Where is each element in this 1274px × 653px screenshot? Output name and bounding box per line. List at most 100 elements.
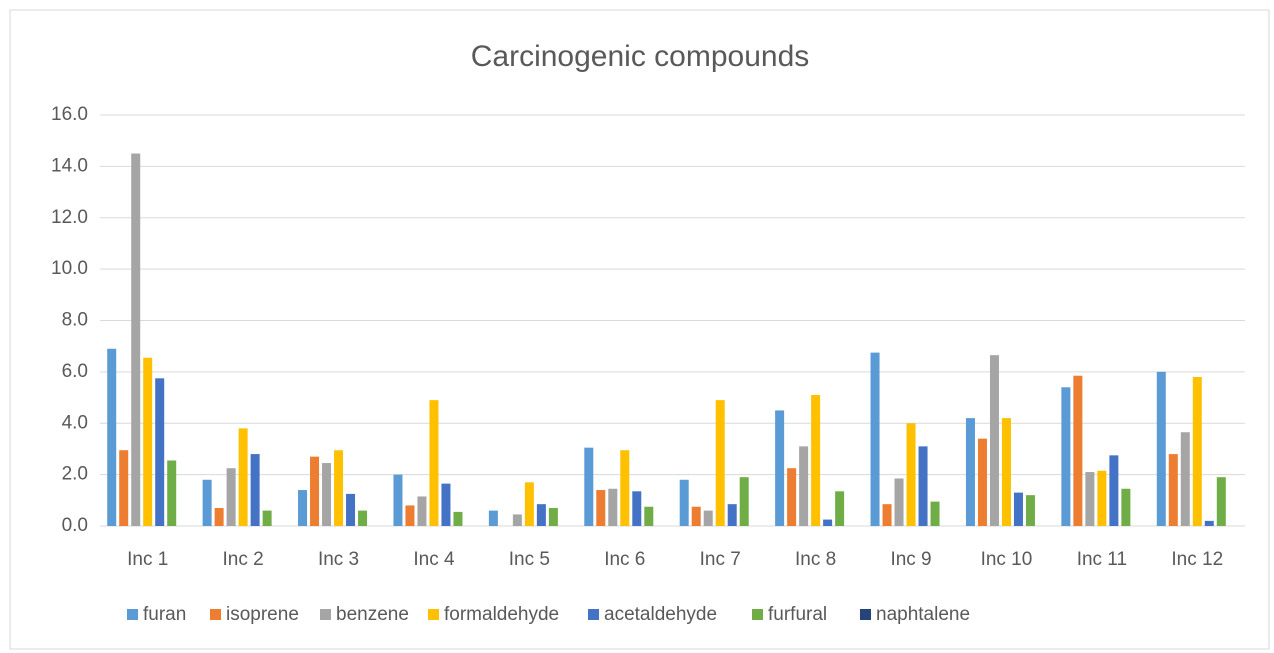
bar [882,504,892,526]
bar [715,400,725,526]
bar [358,510,368,526]
bar [775,410,785,526]
bar [1156,371,1166,526]
bar [107,348,117,526]
bar [548,508,558,526]
bar [835,491,845,526]
bar [524,482,534,526]
bar [1180,432,1190,526]
legend-swatch [588,609,599,620]
bar [322,463,332,526]
bar [334,450,344,526]
bar [1204,520,1214,526]
x-tick-label: Inc 12 [1171,549,1223,570]
x-tick-label: Inc 2 [223,549,264,570]
y-tick-label: 0.0 [62,515,88,536]
bar [906,423,916,526]
legend-swatch [320,609,331,620]
bar [787,468,797,526]
bar [918,446,928,526]
bar [429,400,439,526]
x-tick-label: Inc 7 [700,549,741,570]
bar [1085,472,1095,526]
bar [202,479,212,526]
bar [262,510,272,526]
x-tick-label: Inc 10 [981,549,1033,570]
bar [870,352,880,526]
x-tick-label: Inc 11 [1077,549,1127,570]
bar [799,446,809,526]
y-tick-label: 14.0 [51,155,88,176]
legend-label: furan [143,604,186,625]
bar [1216,477,1226,526]
y-tick-label: 6.0 [62,361,88,382]
bar [811,394,821,526]
bar [596,490,606,526]
bar [488,510,498,526]
bar [298,490,308,526]
bar [1001,418,1011,526]
bar [226,468,236,526]
bar [823,519,833,526]
legend-swatch [752,609,763,620]
bar [989,355,999,526]
bar [1097,470,1107,526]
bar [965,418,975,526]
y-tick-label: 8.0 [62,310,88,331]
legend-label: acetaldehyde [604,604,717,625]
bar [679,479,689,526]
x-tick-label: Inc 8 [795,549,836,570]
bar [238,428,248,526]
x-tick-label: Inc 5 [509,549,550,570]
bar [608,488,618,526]
bar [930,501,940,526]
bar [1025,495,1035,526]
bar [1013,492,1023,526]
x-tick-label: Inc 1 [127,549,168,570]
bar [1109,455,1119,526]
y-tick-label: 2.0 [62,464,88,485]
bar [346,493,356,526]
bar [977,438,987,526]
chart-frame [9,9,1270,650]
bar [453,511,463,526]
y-tick-label: 12.0 [51,207,88,228]
bar [441,483,451,526]
bar [250,454,260,526]
bar [143,357,153,526]
bar [584,447,594,526]
bar [1192,377,1202,526]
y-tick-label: 16.0 [51,104,88,125]
legend-swatch [860,609,871,620]
legend-label: isoprene [226,604,299,625]
y-tick-label: 4.0 [62,412,88,433]
legend-label: naphtalene [876,604,970,625]
legend-label: furfural [768,604,827,625]
legend-label: formaldehyde [444,604,559,625]
bar [691,506,701,526]
bar [1061,387,1071,526]
bar [1121,488,1131,526]
bar [739,477,749,526]
y-tick-label: 10.0 [51,258,88,279]
x-tick-label: Inc 9 [890,549,931,570]
bar [644,506,654,526]
legend-swatch [428,609,439,620]
bar [727,504,737,526]
bar [214,508,224,526]
legend-label: benzene [336,604,409,625]
legend-swatch [127,609,138,620]
bar [405,505,415,526]
bar [620,450,630,526]
bar [1168,454,1178,526]
bar [310,456,320,526]
bar [119,450,129,526]
chart-title: Carcinogenic compounds [471,40,810,73]
bar [417,496,427,526]
bar [167,460,177,526]
bar [894,478,904,526]
bar [703,510,713,526]
bar [536,504,546,526]
bar [155,378,165,526]
